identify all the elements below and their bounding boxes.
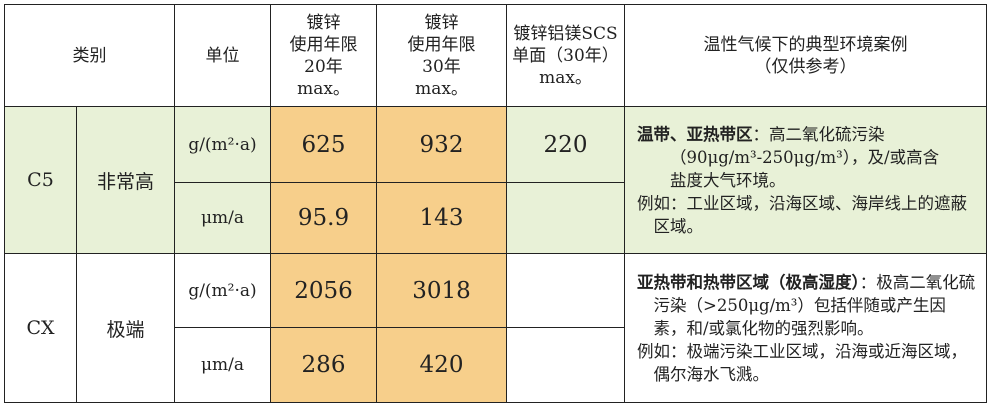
cell-cx-scs-thick [506,327,625,403]
table-row-cx-thick: μm/a 286 420 [5,327,987,403]
cell-c5-g30-thick: 143 [376,182,507,254]
cell-c5-unit-mass: g/(m²·a) [174,106,271,183]
header-galv30-l4: max。 [415,78,468,99]
c5-desc-bold: 温带、亚热带区 [637,124,753,144]
header-row: 类别 单位 镀锌 使用年限 20年 max。 镀锌 使用年限 30年 max。 … [4,4,987,107]
header-scs-l2: 单面（30年） [512,45,619,66]
cell-cx-level: 极端 [76,253,175,403]
header-galv20-l2: 使用年限 [289,34,358,55]
cell-c5-scs-thick [506,182,625,254]
cell-cx-g30-thick: 420 [376,327,507,403]
cell-cx-g30-mass: 3018 [376,253,507,328]
header-scs: 镀锌铝镁SCS 单面（30年） max。 [506,4,625,107]
header-galv30-l1: 镀锌 [424,12,459,33]
cell-cx-desc: 亚热带和热带区域（极高湿度）：极高二氧化硫污染（>250μg/m³）包括伴随或产… [624,253,987,403]
header-scs-l3: max。 [539,67,592,88]
cell-c5-g20-thick: 95.9 [270,182,377,254]
header-galv30-l2: 使用年限 [407,34,476,55]
header-galv20-l3: 20年 [304,56,343,77]
header-category: 类别 [4,4,175,107]
c5-desc-line3-text: 盐度大气环境。 [670,170,786,190]
header-galv20-l1: 镀锌 [306,12,341,33]
table-row-cx-mass: CX 极端 g/(m²·a) 2056 3018 亚热带和热带区域（极高湿度）：… [4,253,987,403]
cell-cx-g20-thick: 286 [270,327,377,403]
cx-example: 例如：极端污染工业区域，沿海或近海区域，偶尔海水飞溅。 [637,341,967,384]
cell-c5-desc: 温带、亚热带区：高二氧化硫污染 （90μg/m³-250μg/m³），及/或高含… [624,106,987,254]
cell-cx-g20-mass: 2056 [270,253,377,328]
c5-desc-rest: ：高二氧化硫污染 [752,124,885,144]
header-env: 温性气候下的典型环境案例 （仅供参考） [624,4,987,107]
cell-c5-level: 非常高 [76,106,175,254]
header-scs-l1: 镀锌铝镁SCS [513,23,618,44]
header-env-l2: （仅供参考） [754,56,857,77]
header-galv20-l4: max。 [297,78,350,99]
cell-c5-g20-mass: 625 [270,106,377,183]
c5-desc-line3: 盐度大气环境。 [637,169,978,192]
cx-desc-main: 亚热带和热带区域（极高湿度）：极高二氧化硫污染（>250μg/m³）包括伴随或产… [637,271,978,340]
cell-c5-unit-thick: μm/a [174,182,271,254]
cell-c5-code: C5 [4,106,77,254]
header-galv30: 镀锌 使用年限 30年 max。 [376,4,507,107]
header-galv20: 镀锌 使用年限 20年 max。 [270,4,377,107]
table-row-c5-mass: C5 非常高 g/(m²·a) 625 932 220 温带、亚热带区：高二氧化… [4,106,987,254]
cell-c5-g30-mass: 932 [376,106,507,183]
header-unit: 单位 [174,4,271,107]
corrosion-table: 类别 单位 镀锌 使用年限 20年 max。 镀锌 使用年限 30年 max。 … [4,4,987,403]
cell-cx-unit-thick: μm/a [174,327,271,403]
c5-desc-line2: （90μg/m³-250μg/m³），及/或高含 [637,146,978,169]
cx-desc-rest: ：极高二氧化硫污染（>250μg/m³）包括伴随或产生因素，和/或氯化物的强烈影… [653,272,976,338]
cell-cx-code: CX [4,253,77,403]
cell-c5-scs-mass: 220 [506,106,625,183]
header-galv30-l3: 30年 [422,56,461,77]
cell-cx-unit-mass: g/(m²·a) [174,253,271,328]
c5-desc-line1: 温带、亚热带区：高二氧化硫污染 [637,123,978,146]
cell-cx-scs-mass [506,253,625,328]
c5-example: 例如：工业区域，沿海区域、海岸线上的遮蔽区域。 [637,193,967,236]
c5-desc-line2-text: （90μg/m³-250μg/m³），及/或高含 [670,147,940,167]
cx-desc-bold: 亚热带和热带区域（极高湿度） [637,272,860,292]
header-env-l1: 温性气候下的典型环境案例 [703,34,908,55]
